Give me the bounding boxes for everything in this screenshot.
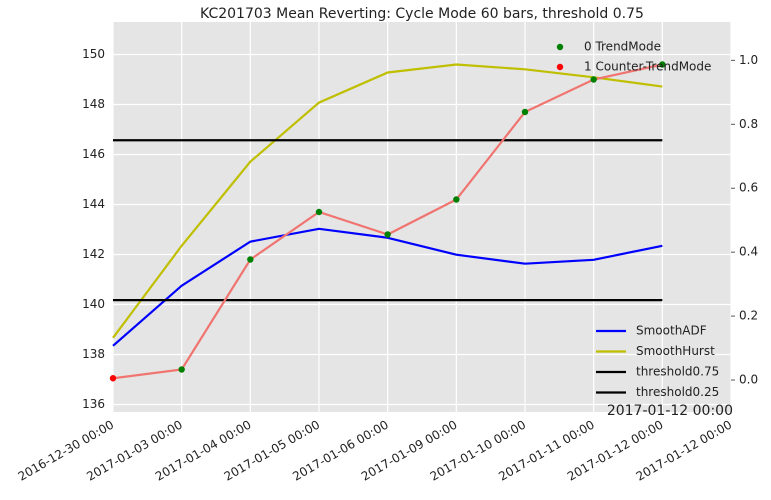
y-tick-label: 136 <box>82 397 105 411</box>
offset-label: 2017-01-12 00:00 <box>607 403 733 419</box>
y2-tick-label: 0.8 <box>739 117 758 131</box>
chart-title: KC201703 Mean Reverting: Cycle Mode 60 b… <box>200 6 644 22</box>
y-tick-label: 146 <box>82 147 105 161</box>
mode-point <box>247 256 254 263</box>
mode-point <box>384 231 391 238</box>
y2-tick-label: 0.4 <box>739 245 758 259</box>
y-tick-label: 148 <box>82 97 105 111</box>
legend-label: SmoothADF <box>636 324 707 338</box>
legend-label: threshold0.75 <box>636 365 719 379</box>
legend-label: 0 TrendMode <box>584 40 661 54</box>
legend-marker <box>556 43 564 51</box>
y-tick-label: 144 <box>82 197 105 211</box>
legend-label: threshold0.25 <box>636 385 719 399</box>
legend-marker <box>556 63 564 71</box>
series-line <box>112 63 663 339</box>
series-line <box>112 227 663 347</box>
mode-point <box>178 366 185 373</box>
y2-tick-label: 1.0 <box>739 53 758 67</box>
mode-point <box>590 76 597 83</box>
legend-label: SmoothHurst <box>636 344 715 358</box>
mode-point <box>521 108 529 116</box>
y-tick-label: 150 <box>82 47 105 61</box>
y-tick-label: 138 <box>82 347 105 361</box>
mode-point <box>109 375 117 382</box>
y-tick-label: 140 <box>82 297 105 311</box>
y2-tick-label: 0.0 <box>739 373 758 387</box>
legend-label: 1 Counter-TrendMode <box>584 60 711 74</box>
mode-point <box>659 61 666 68</box>
y2-tick-label: 0.6 <box>739 181 758 195</box>
y-tick-label: 142 <box>82 247 105 261</box>
y2-tick-label: 0.2 <box>739 309 758 323</box>
mode-point <box>453 196 460 203</box>
mode-point <box>315 208 323 216</box>
